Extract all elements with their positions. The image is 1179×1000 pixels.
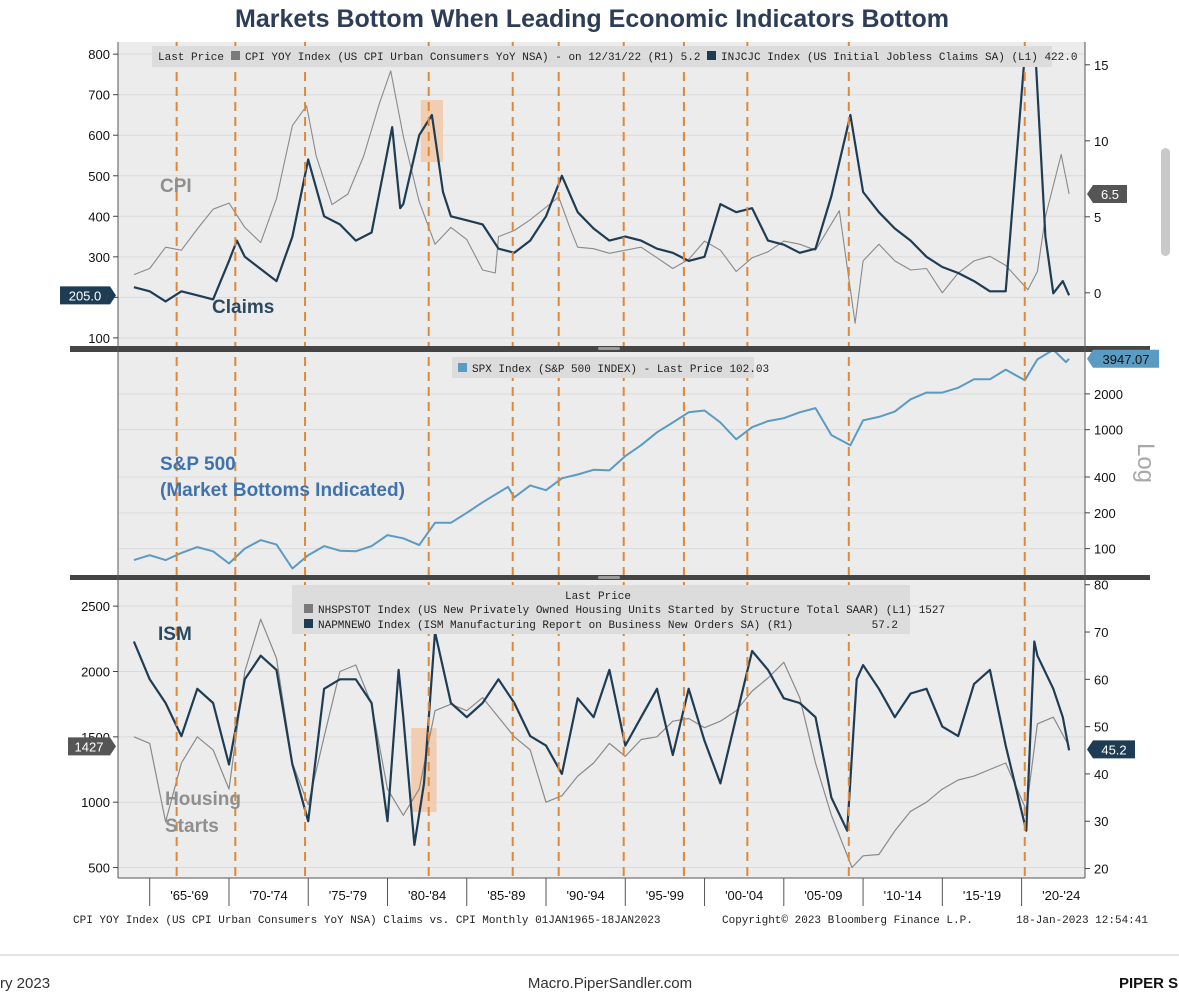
x-axis-tick-label: '85-'89 xyxy=(487,888,525,903)
cpi-axis-tick-label: 10 xyxy=(1094,134,1108,149)
housing-axis-tick-label: 500 xyxy=(88,861,110,876)
x-axis-tick-label: '65-'69 xyxy=(170,888,208,903)
claims-axis-tick-label: 100 xyxy=(88,331,110,346)
claims-axis-tick-label: 300 xyxy=(88,250,110,265)
x-axis-tick-label: '70-'74 xyxy=(249,888,287,903)
spx-axis-tick-label: 1000 xyxy=(1094,423,1123,438)
ism-axis-tick-label: 60 xyxy=(1094,672,1108,687)
ism-axis-tick-label: 70 xyxy=(1094,625,1108,640)
claims-axis-tick-label: 400 xyxy=(88,209,110,224)
x-axis-tick-label: '00-'04 xyxy=(725,888,763,903)
legend-swatch-cpi xyxy=(231,51,240,60)
claims-line xyxy=(133,53,1071,303)
svg-text:1427: 1427 xyxy=(75,739,104,754)
last-value-tags: 205.0 6.5 3947.07 1427 45.2 xyxy=(60,185,1159,759)
claims-last-tag: 205.0 xyxy=(60,286,116,305)
bloomberg-footer-center: Copyright© 2023 Bloomberg Finance L.P. xyxy=(722,915,973,927)
chart-title: Markets Bottom When Leading Economic Ind… xyxy=(235,5,949,33)
legend-entry-housing: NHSPSTOT Index (US New Privately Owned H… xyxy=(318,605,945,617)
spx-label-line1: S&P 500 xyxy=(160,454,236,475)
ism-last-tag: 45.2 xyxy=(1087,740,1135,759)
legend-entry-ism: NAPMNEWO Index (ISM Manufacturing Report… xyxy=(318,620,793,632)
cpi-axis-tick-label: 0 xyxy=(1094,286,1101,301)
housing-axis-tick-label: 1000 xyxy=(81,795,110,810)
svg-text:3947.07: 3947.07 xyxy=(1103,352,1150,367)
housing-last-tag: 1427 xyxy=(68,737,116,756)
divider-handle-top[interactable] xyxy=(598,347,620,350)
ism-axis-tick-label: 80 xyxy=(1094,578,1108,593)
legend-swatch-housing xyxy=(304,604,313,613)
top-legend-title: Last Price xyxy=(158,52,224,64)
footer-url[interactable]: Macro.PiperSandler.com xyxy=(528,975,692,992)
claims-label: Claims xyxy=(212,297,274,318)
svg-text:205.0: 205.0 xyxy=(69,288,102,303)
ism-line xyxy=(132,630,1071,846)
housing-axis-tick-label: 2500 xyxy=(81,599,110,614)
cpi-axis-tick-label: 5 xyxy=(1094,210,1101,225)
ism-axis-tick-label: 30 xyxy=(1094,814,1108,829)
middle-legend-box xyxy=(452,357,754,378)
vertical-scrollbar-thumb[interactable] xyxy=(1161,148,1170,256)
ism-axis-tick-label: 20 xyxy=(1094,862,1108,877)
claims-axis-tick-label: 600 xyxy=(88,128,110,143)
claims-axis-tick-label: 800 xyxy=(88,47,110,62)
spx-axis-tick-label: 2000 xyxy=(1094,387,1123,402)
ism-label: ISM xyxy=(158,624,192,645)
cpi-axis-tick-label: 15 xyxy=(1094,58,1108,73)
middle-panel xyxy=(118,352,1085,575)
bloomberg-footer-left: CPI YOY Index (US CPI Urban Consumers Yo… xyxy=(73,915,661,927)
claims-axis-tick-label: 500 xyxy=(88,169,110,184)
claims-axis-tick-label: 700 xyxy=(88,88,110,103)
legend-swatch-ism xyxy=(304,619,313,628)
bloomberg-footer-right: 18-Jan-2023 12:54:41 xyxy=(1016,915,1148,927)
bottom-legend-title: Last Price xyxy=(565,591,631,603)
housing-axis-tick-label: 2000 xyxy=(81,664,110,679)
legend-swatch-spx xyxy=(458,363,467,372)
cpi-last-tag: 6.5 xyxy=(1087,185,1127,203)
x-axis-tick-label: '20-'24 xyxy=(1042,888,1080,903)
x-axis-tick-label: '75-'79 xyxy=(329,888,367,903)
cpi-line xyxy=(133,70,1070,324)
spx-line xyxy=(133,348,1070,570)
legend-value-ism: 57.2 xyxy=(872,620,898,632)
x-axis-tick-label: '95-'99 xyxy=(646,888,684,903)
x-axis-tick-label: '90-'94 xyxy=(567,888,605,903)
spx-axis-tick-label: 100 xyxy=(1094,542,1116,557)
x-axis-tick-label: '80-'84 xyxy=(408,888,446,903)
spx-last-tag: 3947.07 xyxy=(1087,349,1159,368)
bottom-legend-box xyxy=(292,585,910,634)
highlight-box-top xyxy=(420,100,443,162)
series-lines xyxy=(132,53,1071,869)
housing-label-line1: Housing xyxy=(165,789,241,810)
divider-handle-bottom[interactable] xyxy=(598,576,620,579)
log-axis-title: Log xyxy=(1132,443,1159,483)
legend-swatch-claims xyxy=(707,51,716,60)
spx-axis-tick-label: 200 xyxy=(1094,506,1116,521)
x-axis-tick-label: '05-'09 xyxy=(804,888,842,903)
ism-axis-tick-label: 40 xyxy=(1094,767,1108,782)
spx-axis-tick-label: 400 xyxy=(1094,470,1116,485)
legend-entry-cpi: CPI YOY Index (US CPI Urban Consumers Yo… xyxy=(245,52,700,64)
spx-label-line2: (Market Bottoms Indicated) xyxy=(160,480,405,501)
top-legend-box xyxy=(152,46,1052,67)
cpi-label: CPI xyxy=(160,176,192,197)
footer-date: ry 2023 xyxy=(0,975,50,992)
svg-text:45.2: 45.2 xyxy=(1101,742,1126,757)
housing-label-line2: Starts xyxy=(165,816,219,837)
market-bottom-lines xyxy=(175,42,1026,878)
x-axis-tick-label: '10-'14 xyxy=(884,888,922,903)
footer-brand: PIPER S xyxy=(1119,975,1178,992)
legend-entry-claims: INJCJC Index (US Initial Jobless Claims … xyxy=(721,52,1077,64)
axis-ticks: 1002003004005006007008000510151002004001… xyxy=(81,47,1123,876)
x-axis-labels: '65-'69 '70-'74 '75-'79 '80-'84 '85-'89 '90-'… xyxy=(149,878,1080,906)
svg-text:6.5: 6.5 xyxy=(1101,187,1119,202)
top-panel xyxy=(118,42,1085,346)
x-axis-tick-label: '15-'19 xyxy=(963,888,1001,903)
legend-entry-spx: SPX Index (S&P 500 INDEX) - Last Price 1… xyxy=(472,364,769,376)
ism-axis-tick-label: 50 xyxy=(1094,720,1108,735)
